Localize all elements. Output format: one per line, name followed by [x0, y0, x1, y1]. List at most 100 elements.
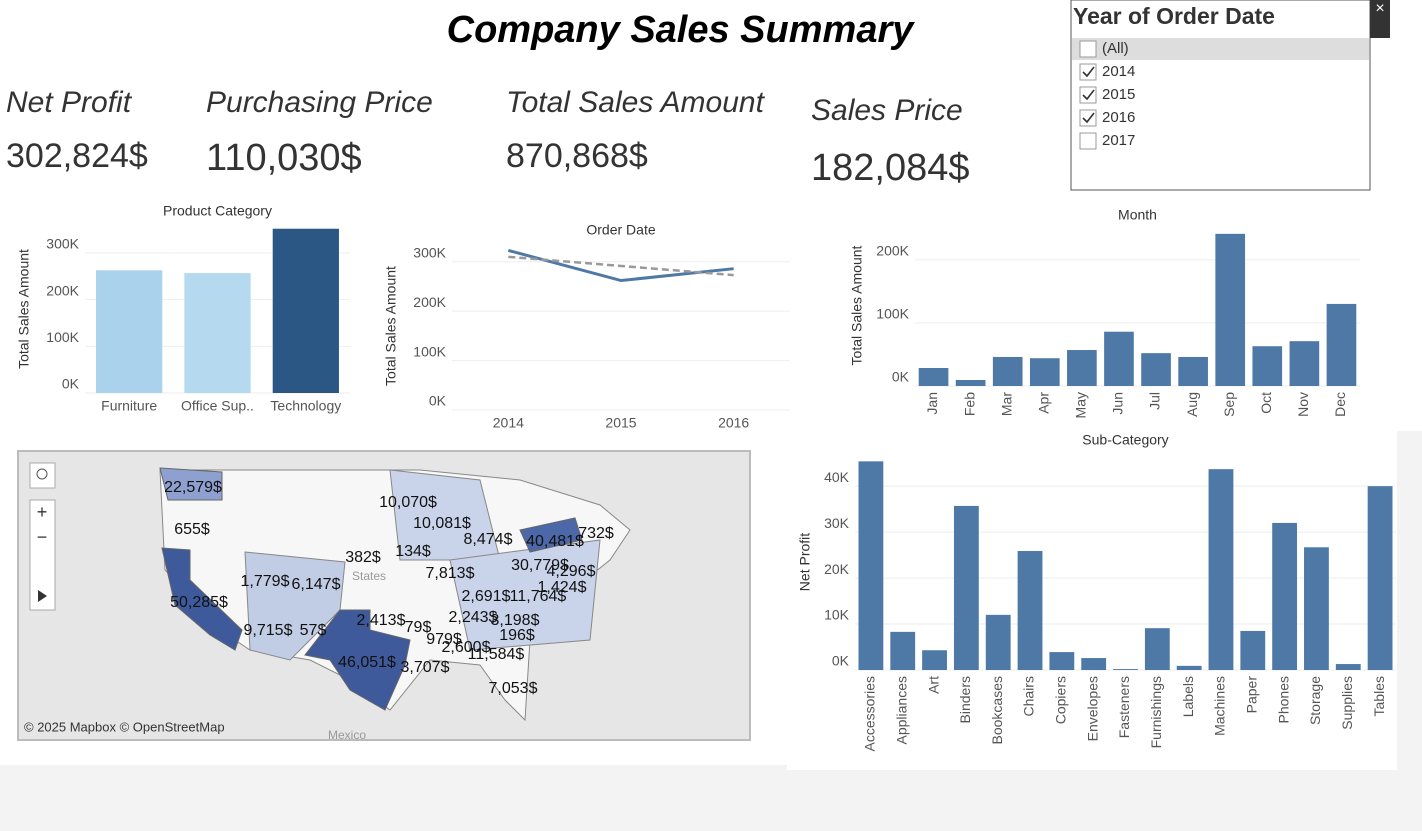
- zoom-out[interactable]: −: [37, 527, 48, 547]
- bar: [922, 650, 947, 670]
- x-tick-label: Mar: [998, 392, 1014, 416]
- bar: [1215, 233, 1246, 386]
- x-tick-label: Supplies: [1339, 676, 1355, 730]
- bar: [1049, 652, 1075, 670]
- map-zoom-controls[interactable]: [29, 499, 56, 611]
- dashboard-title: Company Sales Summary: [447, 9, 916, 51]
- map-label: 2,600$: [442, 639, 491, 656]
- background-strip: [787, 770, 1422, 831]
- checkbox[interactable]: [1079, 40, 1097, 58]
- y-tick-label: 300K: [413, 244, 446, 260]
- bar: [1113, 669, 1138, 670]
- kpi-label: Purchasing Price: [206, 86, 433, 119]
- y-tick-label: 300K: [46, 236, 79, 252]
- option-label[interactable]: 2015: [1102, 86, 1135, 103]
- map-search-button[interactable]: [29, 462, 56, 489]
- y-tick-label: 200K: [413, 294, 446, 310]
- filter-menu-button[interactable]: [1370, 0, 1390, 38]
- y-tick-label: 0K: [429, 393, 447, 409]
- x-tick-label: Art: [925, 676, 941, 694]
- option-label[interactable]: 2016: [1102, 109, 1135, 126]
- x-tick-label: Dec: [1332, 392, 1348, 417]
- filter-title: Year of Order Date: [1073, 3, 1275, 29]
- checkmark: [1082, 89, 1095, 101]
- x-tick-label: Jun: [1110, 392, 1126, 415]
- map-label: 979$: [426, 631, 462, 648]
- trend-line: [508, 255, 734, 277]
- y-tick-label: 20K: [824, 561, 850, 577]
- checkmark: [1082, 66, 1095, 78]
- bar: [1326, 303, 1357, 386]
- map-label: 732$: [578, 525, 614, 542]
- bar: [985, 614, 1011, 670]
- map-label: 1,424$: [538, 579, 587, 596]
- bar: [1067, 350, 1097, 386]
- bar: [1289, 341, 1320, 386]
- y-axis-title: Total Sales Amount: [849, 245, 865, 365]
- x-tick-label: Binders: [957, 676, 973, 723]
- x-tick-label: Fasteners: [1116, 676, 1132, 738]
- x-tick-label: Jul: [1147, 392, 1163, 410]
- bar: [1141, 353, 1171, 386]
- x-tick-label: Oct: [1258, 392, 1274, 414]
- map-label: 2,413$: [357, 612, 406, 629]
- chart-title: Product Category: [163, 203, 272, 219]
- x-tick-label: Apr: [1035, 392, 1051, 414]
- map-label: 655$: [174, 521, 210, 538]
- map-country-label: States: [352, 569, 386, 583]
- bar: [992, 356, 1023, 386]
- option-label[interactable]: 2017: [1102, 132, 1135, 149]
- y-tick-label: 40K: [824, 469, 850, 485]
- x-tick-label: Jan: [924, 392, 940, 415]
- kpi-value: 870,868$: [506, 137, 648, 175]
- x-tick-label: Paper: [1243, 676, 1259, 714]
- map-state: [304, 609, 411, 711]
- y-tick-label: 100K: [413, 343, 446, 359]
- x-tick-label: May: [1073, 392, 1089, 418]
- chart-title: Order Date: [586, 222, 655, 238]
- map-play-button[interactable]: [38, 590, 47, 602]
- checkbox[interactable]: [1079, 132, 1097, 150]
- option-label[interactable]: 2014: [1102, 63, 1135, 80]
- bar: [1240, 630, 1266, 670]
- option-label[interactable]: (All): [1102, 40, 1129, 57]
- map-label: 3,707$: [401, 659, 450, 676]
- x-tick-label: Feb: [961, 392, 977, 416]
- bar: [1252, 346, 1283, 386]
- checkbox[interactable]: [1079, 109, 1097, 127]
- chart-title: Month: [1118, 207, 1157, 223]
- filter-frame: [1070, 0, 1371, 191]
- kpi-value: 110,030$: [206, 137, 362, 179]
- filter-card: × Year of Order Date (All) 2014 2015 2016 20…: [1070, 0, 1390, 191]
- x-tick-label: Bookcases: [989, 676, 1005, 744]
- map-state: [161, 547, 243, 651]
- x-tick-label: Tables: [1371, 676, 1387, 716]
- y-tick-label: 30K: [824, 515, 850, 531]
- map-label: 382$: [345, 549, 381, 566]
- x-tick-label: 2016: [718, 415, 749, 431]
- bar: [1104, 331, 1134, 386]
- close-icon[interactable]: ×: [1375, 0, 1384, 17]
- bar: [1081, 658, 1107, 670]
- bar: [184, 273, 251, 393]
- map-state: [244, 551, 346, 661]
- map: + − © 2025 Mapbox © OpenStreetMap States…: [17, 450, 751, 742]
- bar: [918, 368, 949, 386]
- x-tick-label: Phones: [1275, 676, 1291, 723]
- x-tick-label: Furniture: [101, 398, 157, 414]
- map-label: 7,053$: [489, 680, 538, 697]
- map-label: 30,779$: [511, 557, 569, 574]
- x-tick-label: Nov: [1295, 392, 1311, 417]
- map-label: 2,691$: [462, 588, 511, 605]
- map-label: 2,243$: [449, 609, 498, 626]
- map-label: 6,147$: [292, 576, 341, 593]
- x-tick-label: Office Sup..: [181, 398, 254, 414]
- checkbox[interactable]: [1079, 63, 1097, 81]
- zoom-in[interactable]: +: [37, 502, 48, 522]
- y-tick-label: 100K: [876, 306, 909, 322]
- checkbox[interactable]: [1079, 86, 1097, 104]
- y-axis-title: Total Sales Amount: [16, 249, 32, 369]
- x-tick-label: Labels: [1180, 676, 1196, 717]
- bar: [272, 228, 339, 393]
- bar: [1304, 547, 1329, 670]
